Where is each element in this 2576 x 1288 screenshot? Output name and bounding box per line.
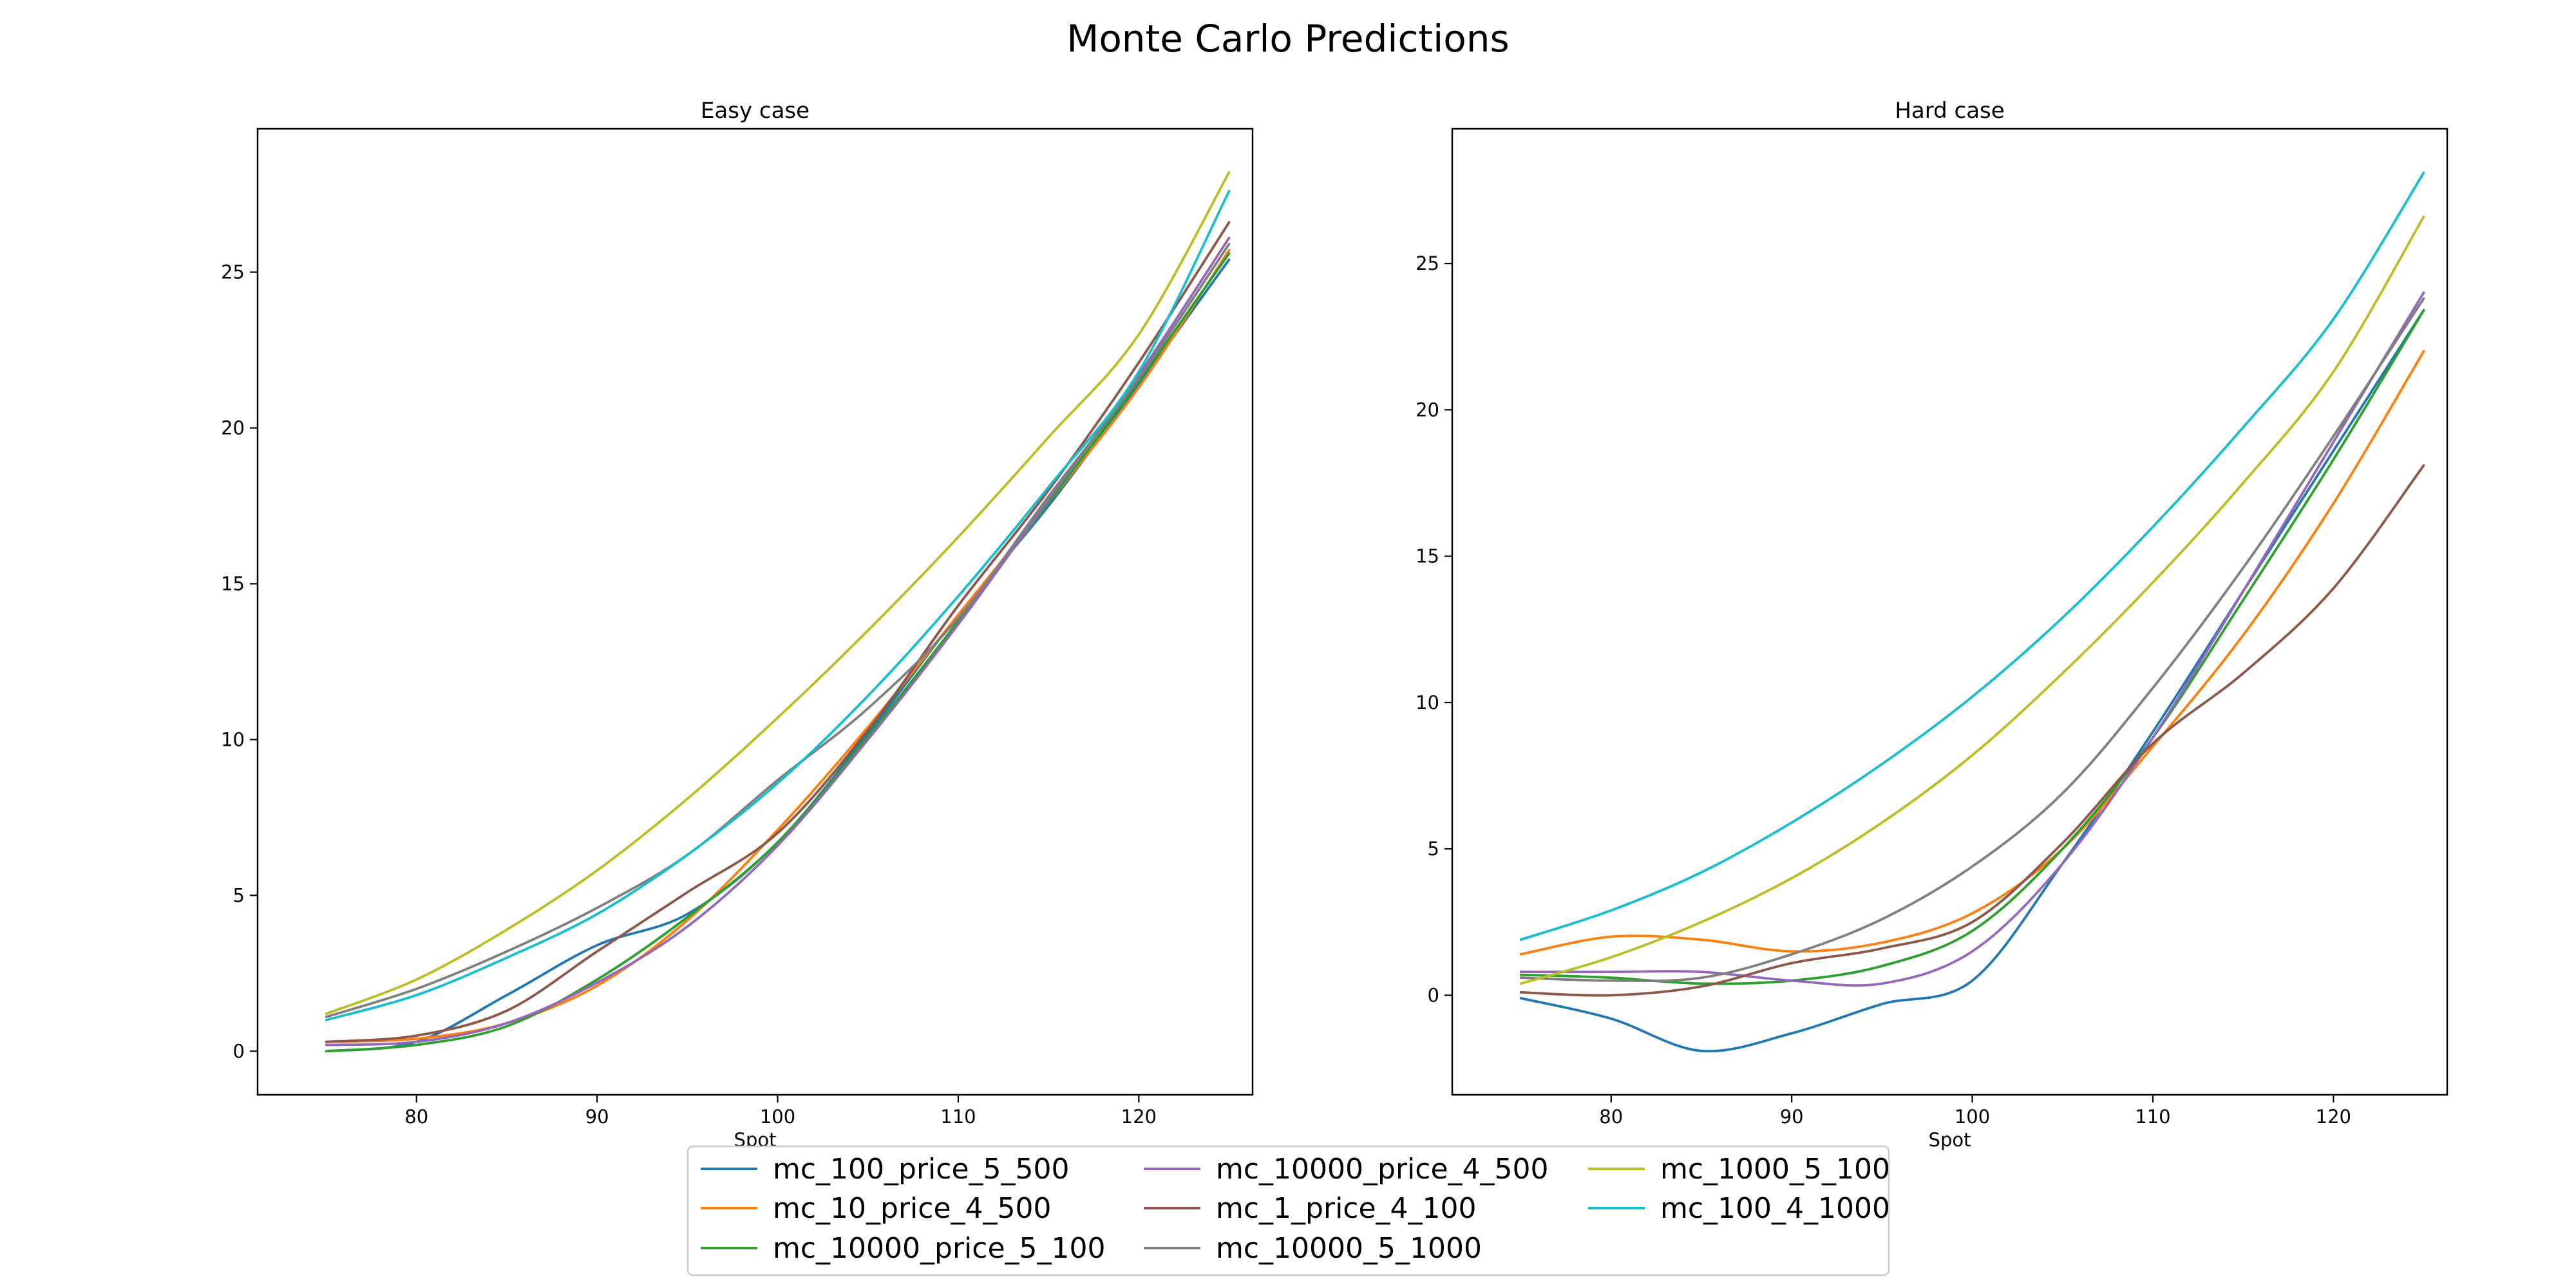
hard-case-y-tick-label: 15: [1416, 545, 1439, 567]
easy-case-y-tick-label: 0: [233, 1040, 245, 1062]
easy-case-series-line-mc_1000_5_100: [325, 171, 1231, 1016]
hard-case-axes: Hard case Spot 80 90 100 110 120 0 5 10 15 20 25: [1416, 98, 2448, 1151]
hard-case-x-tick-label: 90: [1780, 1106, 1804, 1128]
legend-label-mc_100_price_5_500: mc_100_price_5_500: [773, 1153, 1070, 1186]
hard-case-y-tick-label: 0: [1428, 984, 1439, 1006]
easy-case-x-tick-label: 110: [940, 1106, 976, 1128]
hard-case-y-ticks: 0 5 10 15 20 25: [1416, 252, 1452, 1006]
legend-label-mc_100_4_1000: mc_100_4_1000: [1660, 1192, 1890, 1225]
easy-case-series-line-mc_10_price_4_500: [325, 249, 1231, 1043]
hard-case-series-line-mc_100_4_1000: [1519, 171, 2425, 941]
hard-case-title: Hard case: [1895, 98, 2004, 124]
hard-case-plot-frame: [1451, 128, 2448, 1096]
easy-case-series-lines: [325, 171, 1231, 1053]
legend-label-mc_1000_5_100: mc_1000_5_100: [1660, 1153, 1890, 1186]
legend: mc_100_price_5_500 mc_10_price_4_500 mc_10…: [687, 1145, 1890, 1276]
hard-case-x-tick-label: 120: [2316, 1106, 2351, 1128]
figure-title: Monte Carlo Predictions: [1066, 17, 1509, 61]
easy-case-x-tick-label: 100: [760, 1106, 795, 1128]
hard-case-series-line-mc_10_price_4_500: [1519, 350, 2425, 956]
legend-frame: [687, 1145, 1890, 1276]
easy-case-series-line-mc_10000_price_5_100: [325, 252, 1231, 1053]
hard-case-series-line-mc_1000_5_100: [1519, 215, 2425, 985]
legend-label-mc_1_price_4_100: mc_1_price_4_100: [1216, 1192, 1477, 1225]
legend-label-mc_10000_price_4_500: mc_10000_price_4_500: [1216, 1153, 1549, 1186]
hard-case-series-line-mc_1_price_4_100: [1519, 464, 2425, 997]
hard-case-y-tick-label: 25: [1416, 252, 1439, 274]
hard-case-series-line-mc_10000_price_5_100: [1519, 308, 2425, 985]
hard-case-y-tick-label: 20: [1416, 399, 1439, 421]
easy-case-title: Easy case: [701, 98, 810, 124]
easy-case-y-tick-label: 25: [221, 261, 245, 283]
easy-case-series-line-mc_1_price_4_100: [325, 221, 1231, 1043]
easy-case-series-line-mc_10000_price_4_500: [325, 236, 1231, 1046]
easy-case-x-ticks: 80 90 100 110 120: [404, 1095, 1157, 1128]
hard-case-x-ticks: 80 90 100 110 120: [1599, 1095, 2351, 1128]
legend-label-mc_10000_price_5_100: mc_10000_price_5_100: [773, 1232, 1106, 1265]
hard-case-series-line-mc_100_price_5_500: [1519, 308, 2425, 1053]
legend-label-mc_10_price_4_500: mc_10_price_4_500: [773, 1192, 1052, 1225]
easy-case-y-tick-label: 5: [233, 884, 245, 906]
easy-case-plot-frame: [256, 128, 1254, 1096]
easy-case-x-tick-label: 90: [585, 1106, 609, 1128]
hard-case-y-tick-label: 10: [1416, 692, 1439, 714]
easy-case-x-tick-label: 80: [404, 1106, 428, 1128]
easy-case-series-line-mc_10000_5_1000: [325, 243, 1231, 1018]
easy-case-y-tick-label: 10: [221, 728, 245, 750]
hard-case-x-axis-label: Spot: [1929, 1129, 1971, 1151]
easy-case-y-ticks: 0 5 10 15 20 25: [221, 261, 258, 1062]
hard-case-y-tick-label: 5: [1428, 838, 1439, 860]
legend-entries: mc_100_price_5_500 mc_10_price_4_500 mc_10…: [701, 1153, 1890, 1265]
easy-case-y-tick-label: 15: [221, 573, 245, 594]
easy-case-y-tick-label: 20: [221, 417, 245, 439]
hard-case-series-lines: [1519, 171, 2425, 1053]
easy-case-series-line-mc_100_4_1000: [325, 189, 1231, 1021]
easy-case-series-line-mc_100_price_5_500: [325, 258, 1231, 1053]
hard-case-x-tick-label: 80: [1599, 1106, 1623, 1128]
easy-case-x-tick-label: 120: [1121, 1106, 1157, 1128]
hard-case-series-line-mc_10000_price_4_500: [1519, 291, 2425, 987]
hard-case-x-tick-label: 110: [2135, 1106, 2170, 1128]
legend-label-mc_10000_5_1000: mc_10000_5_1000: [1216, 1232, 1482, 1265]
hard-case-x-tick-label: 100: [1955, 1106, 1990, 1128]
hard-case-series-line-mc_10000_5_1000: [1519, 297, 2425, 982]
